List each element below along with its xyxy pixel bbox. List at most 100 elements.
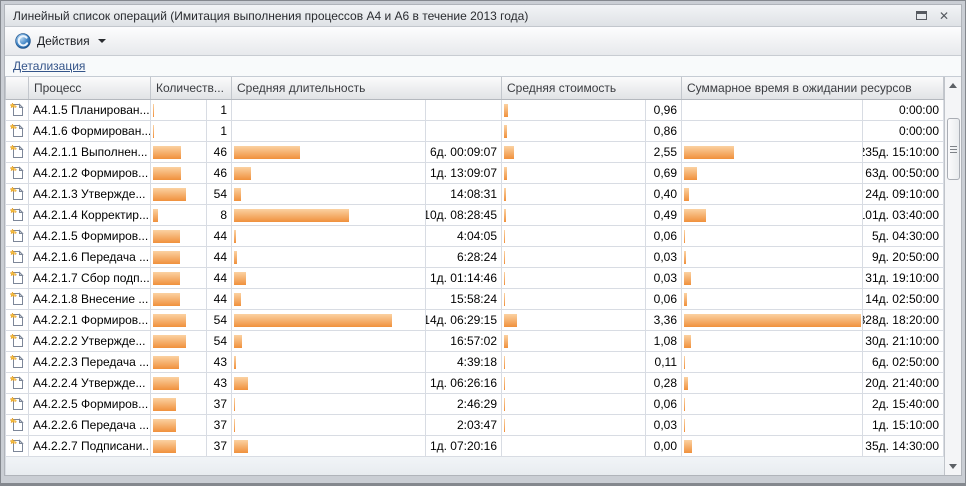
wait-bar: [684, 334, 691, 348]
duration-bar: [234, 208, 349, 222]
count-bar: [153, 271, 180, 285]
scroll-up-button[interactable]: [945, 77, 961, 94]
count-value: 43: [207, 352, 232, 372]
cost-bar: [504, 376, 505, 390]
scrollbar-thumb[interactable]: [946, 118, 960, 180]
header-avg-cost[interactable]: Средняя стоимость: [502, 77, 682, 99]
arrow-down-icon: [949, 464, 957, 469]
duration-bar: [234, 145, 300, 159]
table-row[interactable]: А4.2.1.1 Выполнен... 46 6д. 00:09:07 2,5…: [5, 142, 944, 163]
close-icon[interactable]: ✕: [938, 8, 949, 23]
scroll-down-button[interactable]: [945, 458, 961, 475]
process-document-icon: [9, 417, 24, 431]
cost-value: 0,69: [646, 163, 682, 183]
table-row[interactable]: А4.2.1.4 Корректир... 8 10д. 08:28:45 0,…: [5, 205, 944, 226]
table-row[interactable]: А4.2.1.2 Формиров... 46 1д. 13:09:07 0,6…: [5, 163, 944, 184]
table-row[interactable]: А4.2.2.3 Передача ... 43 4:39:18 0,11 6д…: [5, 352, 944, 373]
cost-value: 1,08: [646, 331, 682, 351]
duration-bar: [234, 397, 235, 411]
cost-bar: [504, 166, 507, 180]
cost-bar: [504, 292, 505, 306]
maximize-icon[interactable]: [915, 11, 927, 20]
process-name: А4.2.1.1 Выполнен...: [29, 142, 151, 162]
cost-bar: [504, 334, 508, 348]
table-row[interactable]: А4.2.2.5 Формиров... 37 2:46:29 0,06 2д.…: [5, 394, 944, 415]
wait-bar: [684, 355, 685, 369]
wait-value: 2д. 15:40:00: [863, 394, 944, 414]
wait-value: 828д. 18:20:00: [863, 310, 944, 330]
count-value: 54: [207, 331, 232, 351]
process-name: А4.2.2.2 Утвержде...: [29, 331, 151, 351]
duration-bar: [234, 271, 246, 285]
count-bar: [153, 187, 186, 201]
count-value: 54: [207, 184, 232, 204]
duration-value: 1д. 01:14:46: [426, 268, 502, 288]
count-value: 54: [207, 310, 232, 330]
wait-value: 31д. 19:10:00: [863, 268, 944, 288]
table-row[interactable]: А4.1.5 Планирован... 1 0,96 0:00:00: [5, 100, 944, 121]
process-name: А4.1.6 Формирован...: [29, 121, 151, 141]
chevron-down-icon: [97, 39, 106, 43]
wait-bar: [684, 397, 685, 411]
wait-value: 14д. 02:50:00: [863, 289, 944, 309]
header-count[interactable]: Количеств...: [151, 77, 232, 99]
table-row[interactable]: А4.2.2.1 Формиров... 54 14д. 06:29:15 3,…: [5, 310, 944, 331]
cost-bar: [504, 418, 505, 432]
count-value: 1: [207, 121, 232, 141]
count-bar: [153, 124, 154, 138]
table-row[interactable]: А4.2.2.2 Утвержде... 54 16:57:02 1,08 30…: [5, 331, 944, 352]
count-bar: [153, 229, 180, 243]
wait-value: 1д. 15:10:00: [863, 415, 944, 435]
duration-bar: [234, 187, 241, 201]
header-icon-column[interactable]: [6, 77, 29, 99]
cost-bar: [504, 103, 508, 117]
table-row[interactable]: А4.2.1.5 Формиров... 44 4:04:05 0,06 5д.…: [5, 226, 944, 247]
detail-link[interactable]: Детализация: [13, 59, 86, 73]
process-name: А4.2.2.6 Передача ...: [29, 415, 151, 435]
process-name: А4.2.1.6 Передача ...: [29, 247, 151, 267]
duration-bar: [234, 418, 235, 432]
vertical-scrollbar[interactable]: [944, 77, 961, 475]
process-document-icon: [9, 375, 24, 389]
table-row[interactable]: А4.1.6 Формирован... 1 0,86 0:00:00: [5, 121, 944, 142]
table-row[interactable]: А4.2.2.6 Передача ... 37 2:03:47 0,03 1д…: [5, 415, 944, 436]
cost-value: 0,49: [646, 205, 682, 225]
count-bar: [153, 103, 154, 117]
title-bar[interactable]: Линейный список операций (Имитация выпол…: [5, 5, 961, 27]
wait-value: 0:00:00: [863, 100, 944, 120]
table-row[interactable]: А4.2.1.8 Внесение ... 44 15:58:24 0,06 1…: [5, 289, 944, 310]
table-row[interactable]: А4.2.2.4 Утвержде... 43 1д. 06:26:16 0,2…: [5, 373, 944, 394]
header-process[interactable]: Процесс: [29, 77, 151, 99]
cost-bar: [504, 250, 505, 264]
window-title: Линейный список операций (Имитация выпол…: [13, 8, 529, 23]
duration-value: 2:46:29: [426, 394, 502, 414]
count-value: 1: [207, 100, 232, 120]
table-row[interactable]: А4.2.1.7 Сбор подп... 44 1д. 01:14:46 0,…: [5, 268, 944, 289]
table-row[interactable]: А4.2.1.3 Утвержде... 54 14:08:31 0,40 24…: [5, 184, 944, 205]
header-total-wait[interactable]: Суммарное время в ожидании ресурсов: [682, 77, 944, 99]
toolbar: Действия: [5, 27, 961, 56]
table-row[interactable]: А4.2.2.7 Подписани... 37 1д. 07:20:16 0,…: [5, 436, 944, 457]
wait-bar: [684, 145, 734, 159]
cost-bar: [504, 208, 506, 222]
process-document-icon: [9, 354, 24, 368]
header-avg-duration[interactable]: Средняя длительность: [232, 77, 502, 99]
count-bar: [153, 418, 176, 432]
count-value: 46: [207, 163, 232, 183]
grid-empty-area: [5, 457, 944, 475]
count-value: 44: [207, 289, 232, 309]
actions-button[interactable]: Действия: [13, 31, 112, 51]
cost-value: 0,03: [646, 415, 682, 435]
count-bar: [153, 250, 180, 264]
process-name: А4.2.2.3 Передача ...: [29, 352, 151, 372]
process-document-icon: [9, 228, 24, 242]
wait-value: 63д. 00:50:00: [863, 163, 944, 183]
wait-value: 101д. 03:40:00: [863, 205, 944, 225]
cost-bar: [504, 397, 505, 411]
cost-bar: [504, 355, 505, 369]
table-row[interactable]: А4.2.1.6 Передача ... 44 6:28:24 0,03 9д…: [5, 247, 944, 268]
duration-value: 6д. 00:09:07: [426, 142, 502, 162]
process-name: А4.2.2.1 Формиров...: [29, 310, 151, 330]
cost-value: 0,00: [646, 436, 682, 456]
process-document-icon: [9, 249, 24, 263]
